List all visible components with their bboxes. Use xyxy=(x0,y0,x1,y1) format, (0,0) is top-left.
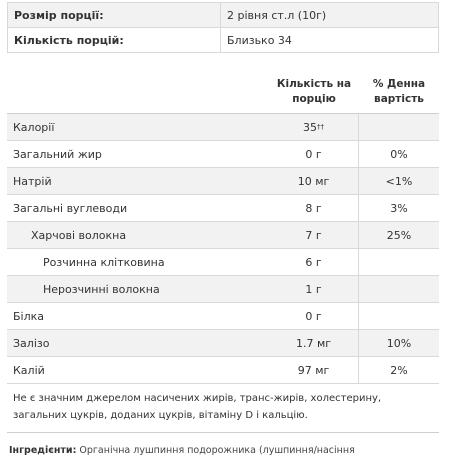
nutrient-name: Залізо xyxy=(13,336,50,350)
nutrient-amount: 0 г xyxy=(269,303,359,329)
nutrient-name: Калій xyxy=(13,363,45,377)
servings-count-label: Кількість порцій: xyxy=(7,27,221,53)
header-daily-value: % Денна вартість xyxy=(372,78,426,105)
nutrient-daily-value: 3% xyxy=(390,201,408,215)
nutrient-amount-value: 0 г xyxy=(305,309,322,323)
nutrient-amount: 97 мг xyxy=(269,357,359,383)
nutrient-amount: 10 мг xyxy=(269,168,359,194)
ingredients-text: Органічна лушпиння подорожника (лушпиння… xyxy=(79,445,355,456)
nutrient-name: Харчові волокна xyxy=(31,228,127,242)
nutrient-amount: 1.7 мг xyxy=(269,330,359,356)
nutrient-amount-value: 6 г xyxy=(305,255,322,269)
nutrient-row: Калорії 35 †† xyxy=(7,114,439,141)
nutrient-daily-value: 25% xyxy=(386,228,412,242)
nutrient-name: Розчинна клітковина xyxy=(43,255,165,269)
nutrient-name: Білка xyxy=(13,309,45,323)
serving-table: Розмір порції: 2 рівня ст.л (10г) Кількі… xyxy=(7,2,439,53)
nutrient-amount: 1 г xyxy=(269,276,359,302)
nutrient-row: Калій 97 мг 2% xyxy=(7,357,439,384)
nutrient-daily-value: 0% xyxy=(390,147,408,161)
nutrient-name: Калорії xyxy=(13,120,55,134)
nutrient-daily-value: 2% xyxy=(390,363,408,377)
footnote-marker: †† xyxy=(317,123,324,131)
serving-size-label: Розмір порції: xyxy=(7,2,221,28)
nutrient-daily-value: 10% xyxy=(386,336,412,350)
nutrient-amount-value: 1 г xyxy=(305,282,322,296)
nutrient-amount: 0 г xyxy=(269,141,359,167)
nutrient-amount-value: 1.7 мг xyxy=(295,336,332,350)
servings-count-row: Кількість порцій: Близько 34 xyxy=(7,27,439,53)
ingredients: Інгредієнти: Органічна лушпиння подорожн… xyxy=(7,445,447,456)
header-amount-per-serving: Кількість на порцію xyxy=(276,78,352,105)
nutrient-row: Харчові волокна 7 г 25% xyxy=(7,222,439,249)
nutrient-row: Загальний жир 0 г 0% xyxy=(7,141,439,168)
nutrient-name: Загальний жир xyxy=(13,147,102,161)
nutrient-amount-value: 35 xyxy=(303,120,317,134)
nutrient-amount: 7 г xyxy=(269,222,359,248)
nutrient-amount: 35 †† xyxy=(269,114,359,140)
facts-rows: Калорії 35 †† Загальний жир 0 г 0% Натрій 10 мг… xyxy=(7,114,439,384)
nutrient-name: Загальні вуглеводи xyxy=(13,201,128,215)
nutrient-amount-value: 0 г xyxy=(305,147,322,161)
nutrient-name: Натрій xyxy=(13,174,52,188)
nutrient-amount-value: 8 г xyxy=(305,201,322,215)
nutrient-row: Нерозчинні волокна 1 г xyxy=(7,276,439,303)
nutrient-amount: 8 г xyxy=(269,195,359,221)
footnote: Не є значним джерелом насичених жирів, т… xyxy=(7,384,439,433)
nutrient-daily-value: <1% xyxy=(385,174,413,188)
nutrient-amount-value: 10 мг xyxy=(297,174,330,188)
nutrient-row: Залізо 1.7 мг 10% xyxy=(7,330,439,357)
nutrient-amount-value: 7 г xyxy=(305,228,322,242)
servings-count-value: Близько 34 xyxy=(220,27,439,53)
facts-header: Кількість на порцію % Денна вартість xyxy=(7,71,439,114)
nutrient-row: Натрій 10 мг <1% xyxy=(7,168,439,195)
nutrient-amount-value: 97 мг xyxy=(297,363,330,377)
ingredients-label: Інгредієнти: xyxy=(9,445,77,456)
nutrient-row: Білка 0 г xyxy=(7,303,439,330)
nutrition-facts-table: Кількість на порцію % Денна вартість Кал… xyxy=(7,71,439,384)
serving-size-row: Розмір порції: 2 рівня ст.л (10г) xyxy=(7,2,439,28)
supplement-facts: Розмір порції: 2 рівня ст.л (10г) Кількі… xyxy=(7,2,447,456)
nutrient-row: Загальні вуглеводи 8 г 3% xyxy=(7,195,439,222)
nutrient-name: Нерозчинні волокна xyxy=(43,282,160,296)
nutrient-amount: 6 г xyxy=(269,249,359,275)
serving-size-value: 2 рівня ст.л (10г) xyxy=(220,2,439,28)
nutrient-row: Розчинна клітковина 6 г xyxy=(7,249,439,276)
